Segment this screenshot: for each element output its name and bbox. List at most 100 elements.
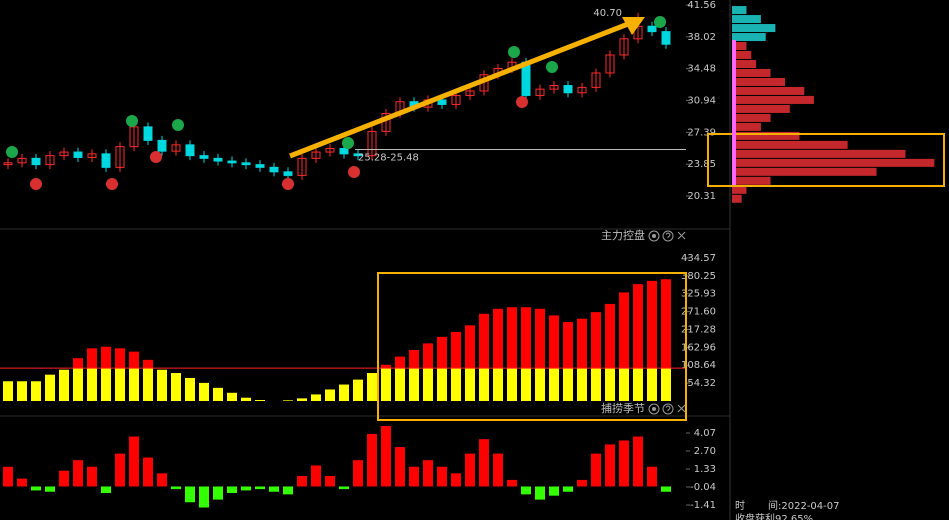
profile-bar bbox=[732, 194, 742, 203]
bar bbox=[367, 433, 377, 487]
footer-label: 时 bbox=[735, 500, 745, 512]
bar-segment bbox=[339, 384, 349, 401]
y-tick-label: 271.60 bbox=[681, 307, 716, 318]
bar-segment bbox=[213, 387, 223, 401]
bar-segment bbox=[255, 400, 265, 401]
candle-body bbox=[59, 151, 69, 157]
candle-body bbox=[115, 146, 125, 168]
bar-segment bbox=[479, 313, 489, 369]
bar bbox=[115, 453, 125, 487]
bar bbox=[549, 486, 559, 496]
candle-body bbox=[661, 31, 671, 45]
bar-segment bbox=[661, 368, 671, 401]
bar bbox=[591, 453, 601, 487]
bar-segment bbox=[633, 284, 643, 369]
profile-bar bbox=[732, 122, 761, 131]
y-tick-label: 380.25 bbox=[681, 271, 716, 282]
bar bbox=[605, 444, 615, 487]
candle-body bbox=[157, 139, 167, 152]
candle-body bbox=[451, 94, 461, 105]
bar-segment bbox=[3, 381, 13, 401]
bar-segment bbox=[423, 343, 433, 369]
candle-body bbox=[549, 85, 559, 90]
panel-controls[interactable] bbox=[648, 230, 686, 415]
bar bbox=[577, 479, 587, 487]
profile-bar bbox=[732, 158, 935, 167]
bar bbox=[171, 486, 181, 490]
bar-segment bbox=[129, 368, 139, 401]
bar-segment bbox=[493, 368, 503, 401]
candle-body bbox=[311, 151, 321, 159]
bar bbox=[409, 466, 419, 487]
bar-segment bbox=[101, 368, 111, 401]
candle-body bbox=[563, 85, 573, 94]
y-tick-label: 434.57 bbox=[681, 253, 716, 264]
bar-segment bbox=[325, 389, 335, 401]
bar-segment bbox=[563, 368, 573, 401]
profile-bar bbox=[732, 95, 814, 104]
bar-segment bbox=[549, 315, 559, 369]
bar-segment bbox=[591, 368, 601, 401]
bar-segment bbox=[87, 368, 97, 401]
bar-segment bbox=[647, 368, 657, 401]
y-tick-label: 217.28 bbox=[681, 324, 716, 335]
bar bbox=[507, 479, 517, 487]
bar-segment bbox=[87, 348, 97, 369]
candle-body bbox=[101, 153, 111, 168]
bar-segment bbox=[381, 364, 391, 369]
candle-body bbox=[647, 25, 657, 33]
bar-segment bbox=[101, 346, 111, 369]
y-tick-label: -1.41 bbox=[690, 500, 716, 511]
y-tick-label: 108.64 bbox=[681, 360, 716, 371]
profile-bar bbox=[732, 104, 790, 113]
candle-body bbox=[465, 90, 475, 96]
bar-segment bbox=[409, 368, 419, 401]
bar bbox=[395, 447, 405, 487]
footer-profit: 收盘获利92.65% bbox=[735, 512, 813, 520]
profile-bar bbox=[732, 113, 771, 122]
bar-segment bbox=[521, 368, 531, 401]
profile-bar bbox=[732, 42, 747, 51]
bar-segment bbox=[493, 308, 503, 369]
bar bbox=[255, 486, 265, 490]
bar-segment bbox=[619, 368, 629, 401]
y-tick-label: 1.33 bbox=[694, 464, 716, 475]
bar bbox=[311, 465, 321, 487]
bar bbox=[157, 473, 167, 487]
bar-segment bbox=[591, 312, 601, 369]
bar bbox=[283, 486, 293, 495]
candle-body bbox=[31, 157, 41, 166]
profile-bar bbox=[732, 15, 761, 24]
bar-segment bbox=[479, 368, 489, 401]
bar bbox=[269, 486, 279, 492]
bar-segment bbox=[115, 368, 125, 401]
candle-body bbox=[129, 126, 139, 148]
y-tick-label: 34.48 bbox=[687, 64, 716, 75]
bar bbox=[129, 436, 139, 487]
annotation: 25.28-25.48 bbox=[358, 153, 419, 164]
bar bbox=[521, 486, 531, 495]
bar bbox=[31, 486, 41, 491]
bar-segment bbox=[605, 303, 615, 369]
candle-body bbox=[185, 144, 195, 157]
bar bbox=[213, 486, 223, 500]
candle-body bbox=[17, 157, 27, 164]
bar bbox=[143, 457, 153, 487]
profile-bar bbox=[732, 77, 785, 86]
bar bbox=[73, 460, 83, 487]
candle-body bbox=[577, 86, 587, 94]
y-tick-label: 54.32 bbox=[687, 378, 716, 389]
candle-body bbox=[437, 99, 447, 105]
y-tick-label: 27.39 bbox=[687, 127, 716, 138]
bar-segment bbox=[45, 374, 55, 401]
bar bbox=[185, 486, 195, 503]
bar-segment bbox=[185, 377, 195, 401]
bar bbox=[661, 486, 671, 492]
bar bbox=[45, 486, 55, 492]
bar bbox=[451, 473, 461, 487]
y-tick-label: 23.85 bbox=[687, 159, 716, 170]
bar-segment bbox=[199, 382, 209, 401]
y-tick-label: -0.04 bbox=[690, 482, 716, 493]
bar bbox=[241, 486, 251, 491]
